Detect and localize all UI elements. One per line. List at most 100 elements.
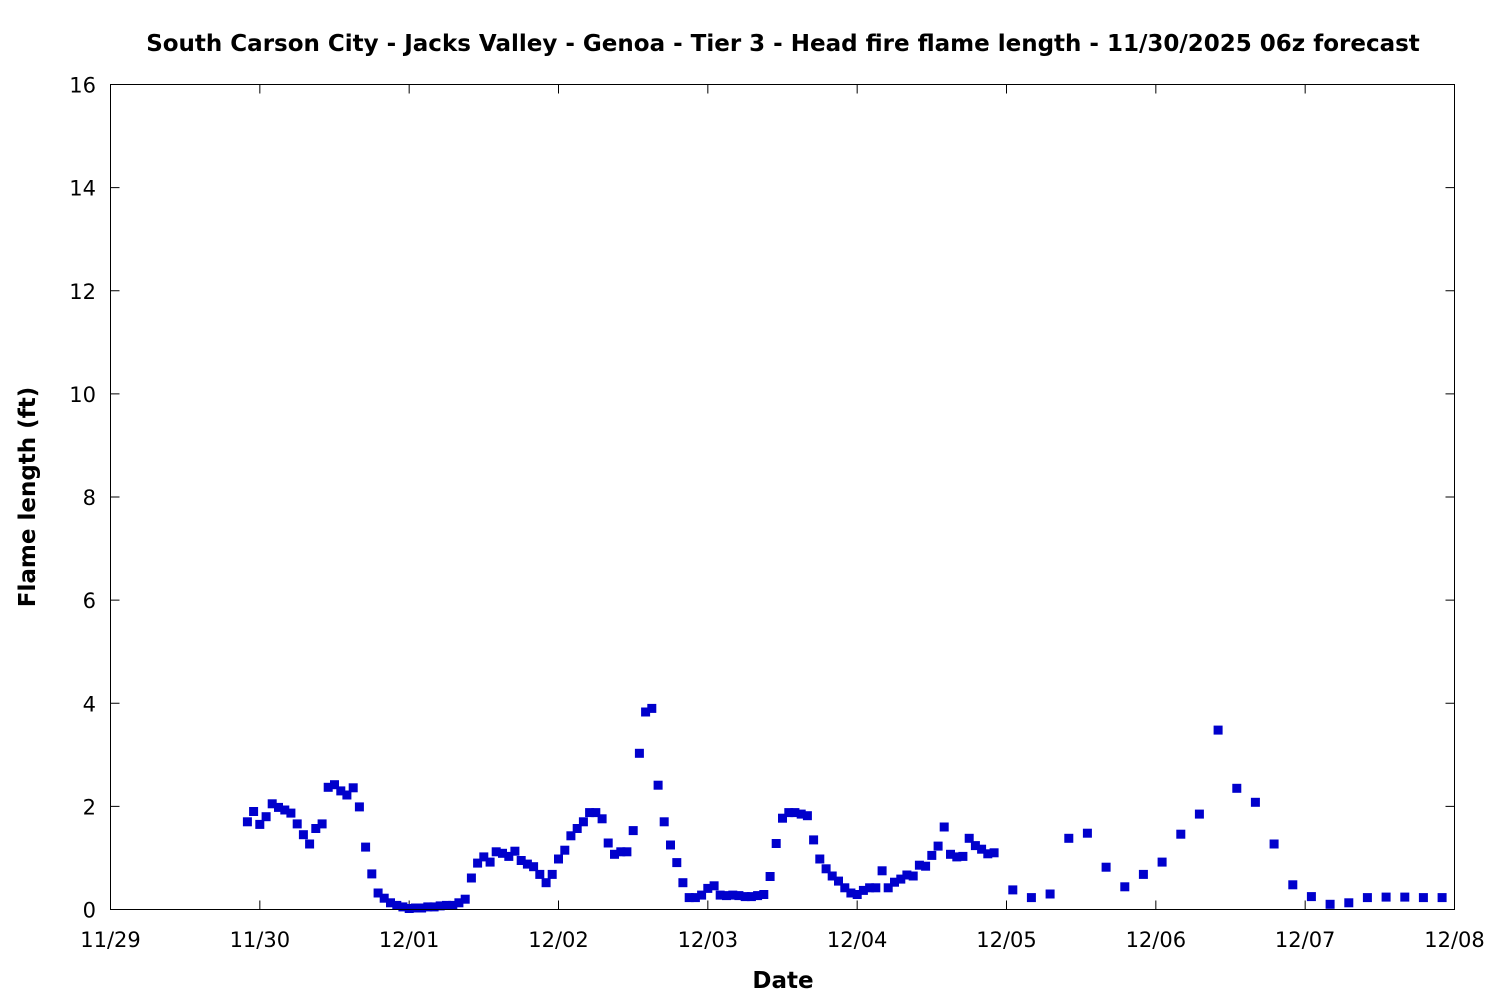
x-tick-label: 12/03 [678,928,739,952]
y-tick-label: 8 [83,486,96,510]
y-tick-label: 6 [83,589,96,613]
data-point [460,894,470,904]
data-point [323,782,333,792]
data-point [672,858,682,868]
x-tick-label: 12/02 [528,928,589,952]
data-point [653,780,663,790]
data-point [946,849,955,859]
y-tick-label: 0 [83,899,96,923]
data-point [292,819,302,829]
data-point [840,883,850,893]
data-point [423,902,433,912]
data-point [921,861,931,871]
data-point [578,817,588,827]
data-point [964,833,974,843]
data-point [504,851,514,861]
data-point [473,858,483,868]
data-point [348,783,358,793]
data-point [1381,892,1391,902]
data-point [404,904,414,913]
data-point [1232,783,1242,793]
data-point [784,808,794,818]
data-point [622,847,632,857]
data-point [479,852,489,862]
data-point [871,883,881,893]
data-point [317,819,327,829]
data-point [386,898,395,908]
data-point [802,811,812,821]
data-point [914,860,924,870]
data-point [498,848,507,858]
data-point [485,857,495,867]
data-point [790,808,800,818]
data-point [734,891,744,901]
data-point [1269,839,1279,849]
data-point [336,786,346,796]
x-tick-label: 12/07 [1275,928,1336,952]
data-point [709,881,719,891]
data-point [361,842,371,852]
data-point [715,890,725,900]
data-point [1082,828,1092,838]
data-point [1045,889,1055,899]
y-tick-label: 16 [69,74,96,98]
data-point [560,845,570,855]
data-point [1325,899,1335,909]
data-point [989,848,999,858]
data-point [616,847,626,857]
data-point [908,871,918,881]
x-tick-label: 11/29 [80,928,141,952]
data-point [410,903,420,913]
data-point [890,877,899,887]
data-point [342,790,352,800]
data-point [1064,833,1074,843]
data-point [1194,809,1204,819]
data-point [1008,885,1018,895]
y-tick-label: 10 [69,383,96,407]
data-point [305,839,315,849]
y-axis-label: Flame length (ft) [15,387,41,607]
data-point [939,822,949,832]
data-point [703,883,713,893]
data-point [448,900,458,910]
data-point [958,851,968,861]
data-point [516,856,526,865]
x-axis-label: Date [752,968,813,994]
data-point [442,900,451,910]
data-point [1400,892,1410,902]
x-tick-label: 12/05 [976,928,1037,952]
data-point [610,849,619,859]
data-point [261,812,271,822]
data-point [815,854,825,864]
data-point [379,893,389,903]
data-point [865,883,875,893]
data-point [834,876,843,886]
data-point [1288,880,1298,890]
data-point [1026,893,1036,903]
data-point [746,892,756,902]
data-point [491,847,501,857]
data-point [1362,893,1372,903]
data-point [697,890,707,900]
data-point [298,830,308,840]
data-point [267,799,277,809]
data-point [417,903,427,913]
data-point [778,813,787,823]
data-point [933,841,943,851]
y-tick-label: 14 [69,177,96,201]
data-point [759,890,769,899]
data-point [765,872,775,881]
data-point [1437,893,1447,903]
y-tick-label: 4 [83,692,96,716]
data-point [585,808,595,818]
data-point [429,902,439,912]
data-point [1213,725,1223,735]
data-point [647,703,657,713]
data-point [983,849,993,859]
data-point [740,892,750,902]
data-point [522,859,532,869]
data-point [572,824,582,833]
data-point [398,902,408,912]
data-point [249,807,259,816]
data-point [311,824,321,833]
